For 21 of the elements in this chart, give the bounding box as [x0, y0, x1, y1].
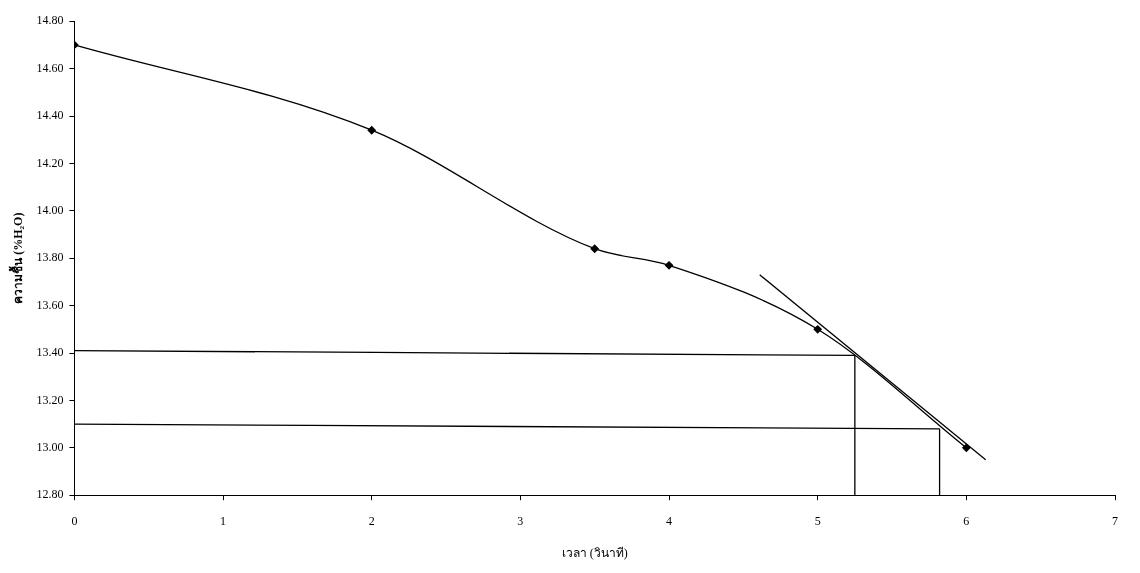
x-tick-label: 7 — [1112, 513, 1118, 528]
y-tick-label: 14.40 — [36, 108, 64, 123]
x-tick-label: 0 — [71, 513, 78, 528]
y-tick-label: 14.20 — [36, 155, 64, 170]
y-tick-label: 14.80 — [36, 13, 64, 28]
y-axis-title: ความชื้น (%H₂O) — [8, 212, 26, 304]
y-tick-label: 13.60 — [36, 297, 64, 312]
x-tick-label: 2 — [368, 513, 375, 528]
x-tick-label: 1 — [220, 513, 227, 528]
x-tick-label: 4 — [666, 513, 673, 528]
y-tick-label: 13.40 — [36, 345, 64, 360]
x-tick-label: 3 — [517, 513, 524, 528]
y-tick-label: 13.20 — [36, 392, 64, 407]
y-tick-label: 14.00 — [36, 202, 64, 217]
y-tick-label: 13.80 — [36, 250, 64, 265]
x-tick-label: 6 — [963, 513, 970, 528]
x-axis-title: เวลา (วินาที) — [561, 545, 628, 560]
y-tick-label: 13.00 — [36, 439, 64, 454]
y-tick-label: 14.60 — [36, 60, 64, 75]
y-tick-label: 12.80 — [36, 487, 64, 502]
x-tick-label: 5 — [814, 513, 821, 528]
